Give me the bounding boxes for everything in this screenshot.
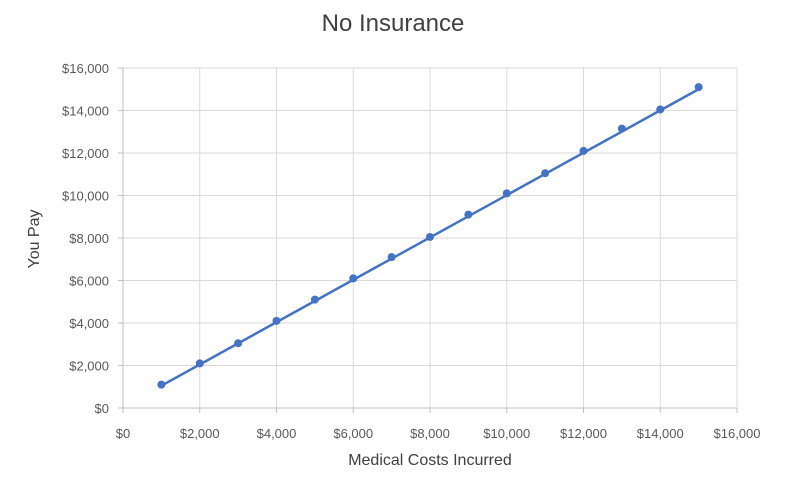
x-tick-label: $2,000 <box>180 426 220 441</box>
data-point <box>464 210 473 219</box>
data-point <box>656 105 665 114</box>
tick-labels: $0 $2,000 $4,000 $6,000 $8,000 $10,000 $12,000… <box>62 61 761 441</box>
data-point <box>502 189 511 198</box>
data-point <box>272 316 281 325</box>
y-tick-label: $2,000 <box>69 359 109 374</box>
x-tick-label: $10,000 <box>483 426 530 441</box>
y-tick-label: $0 <box>95 401 109 416</box>
data-point <box>195 359 204 368</box>
gridlines <box>118 67 738 413</box>
x-tick-label: $14,000 <box>637 426 684 441</box>
y-tick-label: $4,000 <box>69 316 109 331</box>
data-point <box>157 380 166 389</box>
data-point <box>617 124 626 133</box>
chart-title: No Insurance <box>321 10 465 37</box>
x-axis-label: Medical Costs Incurred <box>348 452 512 469</box>
x-tick-label: $6,000 <box>333 426 373 441</box>
data-point <box>349 274 358 283</box>
data-point <box>541 169 550 178</box>
x-tick-label: $12,000 <box>560 426 607 441</box>
data-point <box>426 232 434 241</box>
y-tick-label: $10,000 <box>62 189 109 204</box>
data-point <box>234 339 243 348</box>
data-marks <box>157 83 703 389</box>
y-tick-label: $6,000 <box>69 274 109 289</box>
data-point <box>387 253 396 262</box>
x-tick-label: $16,000 <box>714 426 761 441</box>
y-tick-label: $12,000 <box>62 146 109 161</box>
data-point <box>579 146 588 155</box>
data-point <box>694 83 703 92</box>
y-tick-label: $16,000 <box>62 61 109 76</box>
x-tick-label: $8,000 <box>410 426 450 441</box>
y-tick-label: $14,000 <box>62 104 109 119</box>
y-tick-label: $8,000 <box>69 231 109 246</box>
data-point <box>310 295 319 304</box>
x-tick-label: $0 <box>116 426 130 441</box>
x-tick-label: $4,000 <box>257 426 297 441</box>
